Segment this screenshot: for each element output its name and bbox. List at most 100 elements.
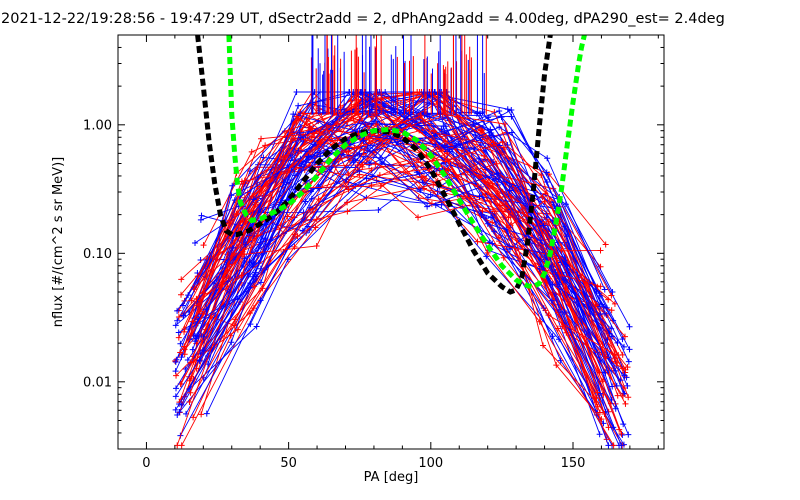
data-marker [598,416,605,423]
data-marker [313,216,320,223]
data-marker [229,182,236,189]
data-marker [249,273,256,280]
data-marker [538,263,545,270]
data-marker [536,318,543,325]
data-marker [540,222,547,229]
data-marker [198,411,205,418]
data-marker [291,231,298,238]
data-trace [179,123,625,413]
data-marker [428,137,435,144]
data-marker [234,326,241,333]
data-marker [178,354,185,361]
data-marker [249,193,256,200]
data-marker [506,187,513,194]
data-marker [280,153,287,160]
data-marker [174,307,181,314]
data-marker [250,305,257,312]
data-marker [596,292,603,299]
data-marker [308,195,315,202]
data-marker [172,357,179,364]
data-marker [369,106,376,113]
data-marker [250,196,257,203]
data-marker [626,346,633,353]
data-marker [471,146,478,153]
data-marker [597,283,604,290]
data-marker [188,297,195,304]
data-marker [200,333,207,340]
data-trace [189,152,620,430]
data-marker [175,314,182,321]
data-marker [248,148,255,155]
data-marker [608,292,615,299]
data-marker [257,279,264,286]
data-marker [430,181,437,188]
data-marker [373,121,380,128]
data-marker [203,410,210,417]
data-marker [228,339,235,346]
data-marker [316,129,323,136]
data-marker [496,108,503,115]
data-marker [181,328,188,335]
data-marker [366,161,373,168]
data-marker [610,424,617,431]
data-marker [343,149,350,156]
data-trace [199,184,602,420]
data-marker [311,141,318,148]
data-marker [539,194,546,201]
data-marker [173,372,180,379]
y-tick-label: 0.10 [83,247,112,262]
data-marker [561,308,568,315]
data-marker [540,305,547,312]
data-marker [251,283,258,290]
data-trace [176,115,615,446]
data-marker [382,89,389,96]
data-marker [619,431,626,438]
x-tick-label: 0 [142,456,150,471]
data-marker [375,132,382,139]
data-marker [224,283,231,290]
data-marker [491,228,498,235]
data-marker [624,382,631,389]
data-marker [612,405,619,412]
data-marker [302,198,309,205]
data-marker [601,286,608,293]
data-marker [474,238,481,245]
data-marker [504,142,511,149]
data-marker [601,411,608,418]
data-marker [483,253,490,260]
data-marker [189,318,196,325]
plot-frame [117,34,665,450]
data-lines-layer [172,89,633,449]
data-marker [548,297,555,304]
data-marker [172,359,179,366]
data-marker [178,276,185,283]
data-marker [424,194,431,201]
data-marker [430,127,437,134]
data-marker [304,223,311,230]
data-marker [293,89,300,96]
data-marker [553,362,560,369]
data-marker [473,110,480,117]
data-marker [280,179,287,186]
y-tick-label: 0.01 [83,375,112,390]
data-marker [178,291,185,298]
data-marker [175,334,182,341]
data-marker [596,409,603,416]
data-marker [538,172,545,179]
data-trace [180,103,626,385]
data-marker [300,110,307,117]
data-marker [619,392,626,399]
data-marker [540,342,547,349]
data-trace [183,113,598,393]
data-marker [241,251,248,258]
data-trace [188,116,624,425]
data-marker [305,154,312,161]
data-marker [501,120,508,127]
data-marker [360,137,367,144]
data-marker [499,207,506,214]
data-marker [176,409,183,416]
model-curves-layer [195,34,587,295]
data-marker [415,214,422,221]
